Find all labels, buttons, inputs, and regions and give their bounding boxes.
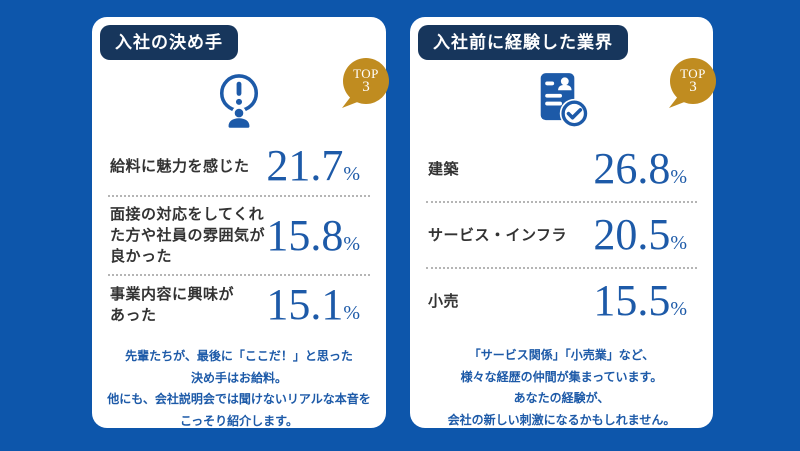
stat-value: 26.8 % [593, 144, 687, 193]
stat-value: 20.5 % [593, 210, 687, 259]
card-title-badge: 入社前に経験した業界 [418, 25, 628, 60]
stat-label: 事業内容に興味が あった [110, 286, 235, 324]
card-note: 「サービス関係」「小売業」など、 様々な経歴の仲間が集まっています。 あなたの経… [447, 348, 676, 427]
card-note: 先輩たちが、最後に「ここだ！」と思った 決め手はお給料。 他にも、会社説明会では… [107, 349, 371, 428]
stat-row: 小売 15.5 % [426, 267, 697, 333]
speech-bubble-shape [669, 58, 716, 108]
stat-row: サービス・インフラ 20.5 % [426, 201, 697, 267]
stat-value: 21.7 % [266, 141, 360, 190]
stat-row: 給料に魅力を感じた 21.7 % [108, 137, 370, 195]
card-joining-decision: 入社の決め手 TOP 3 給料に魅力を感じた [92, 17, 389, 428]
top3-badge: TOP 3 [337, 56, 389, 110]
icon-area [92, 67, 386, 133]
stat-label: 小売 [428, 292, 460, 310]
stat-label: 建築 [428, 160, 460, 178]
stat-row: 面接の対応をしてくれ た方や社員の雰囲気が 良かった 15.8 % [108, 195, 370, 274]
stat-value: 15.1 % [266, 280, 360, 329]
stat-label: 面接の対応をしてくれ た方や社員の雰囲気が 良かった [110, 206, 266, 265]
card-prior-industries: 入社前に経験した業界 TOP 3 [410, 17, 716, 428]
speech-bubble-shape [342, 58, 389, 108]
stat-label: 給料に魅力を感じた [110, 157, 250, 175]
stat-rows: 建築 26.8 % サービス・インフラ 20.5 % 小売 15.5 % [426, 137, 697, 333]
exclamation-person-icon [219, 74, 259, 128]
resume-check-icon [540, 73, 589, 128]
stat-rows: 給料に魅力を感じた 21.7 % 面接の対応をしてくれ た方や社員の雰囲気が 良… [108, 137, 370, 334]
icon-area [410, 67, 713, 133]
top3-badge: TOP 3 [664, 56, 716, 110]
card-title-badge: 入社の決め手 [100, 25, 238, 60]
stat-row: 建築 26.8 % [426, 137, 697, 201]
stat-value: 15.8 % [266, 210, 360, 260]
top3-label: TOP 3 [680, 65, 706, 95]
stat-row: 事業内容に興味が あった 15.1 % [108, 274, 370, 334]
top3-label: TOP 3 [353, 65, 379, 95]
stat-label: サービス・インフラ [428, 226, 568, 244]
stat-value: 15.5 % [593, 276, 687, 325]
